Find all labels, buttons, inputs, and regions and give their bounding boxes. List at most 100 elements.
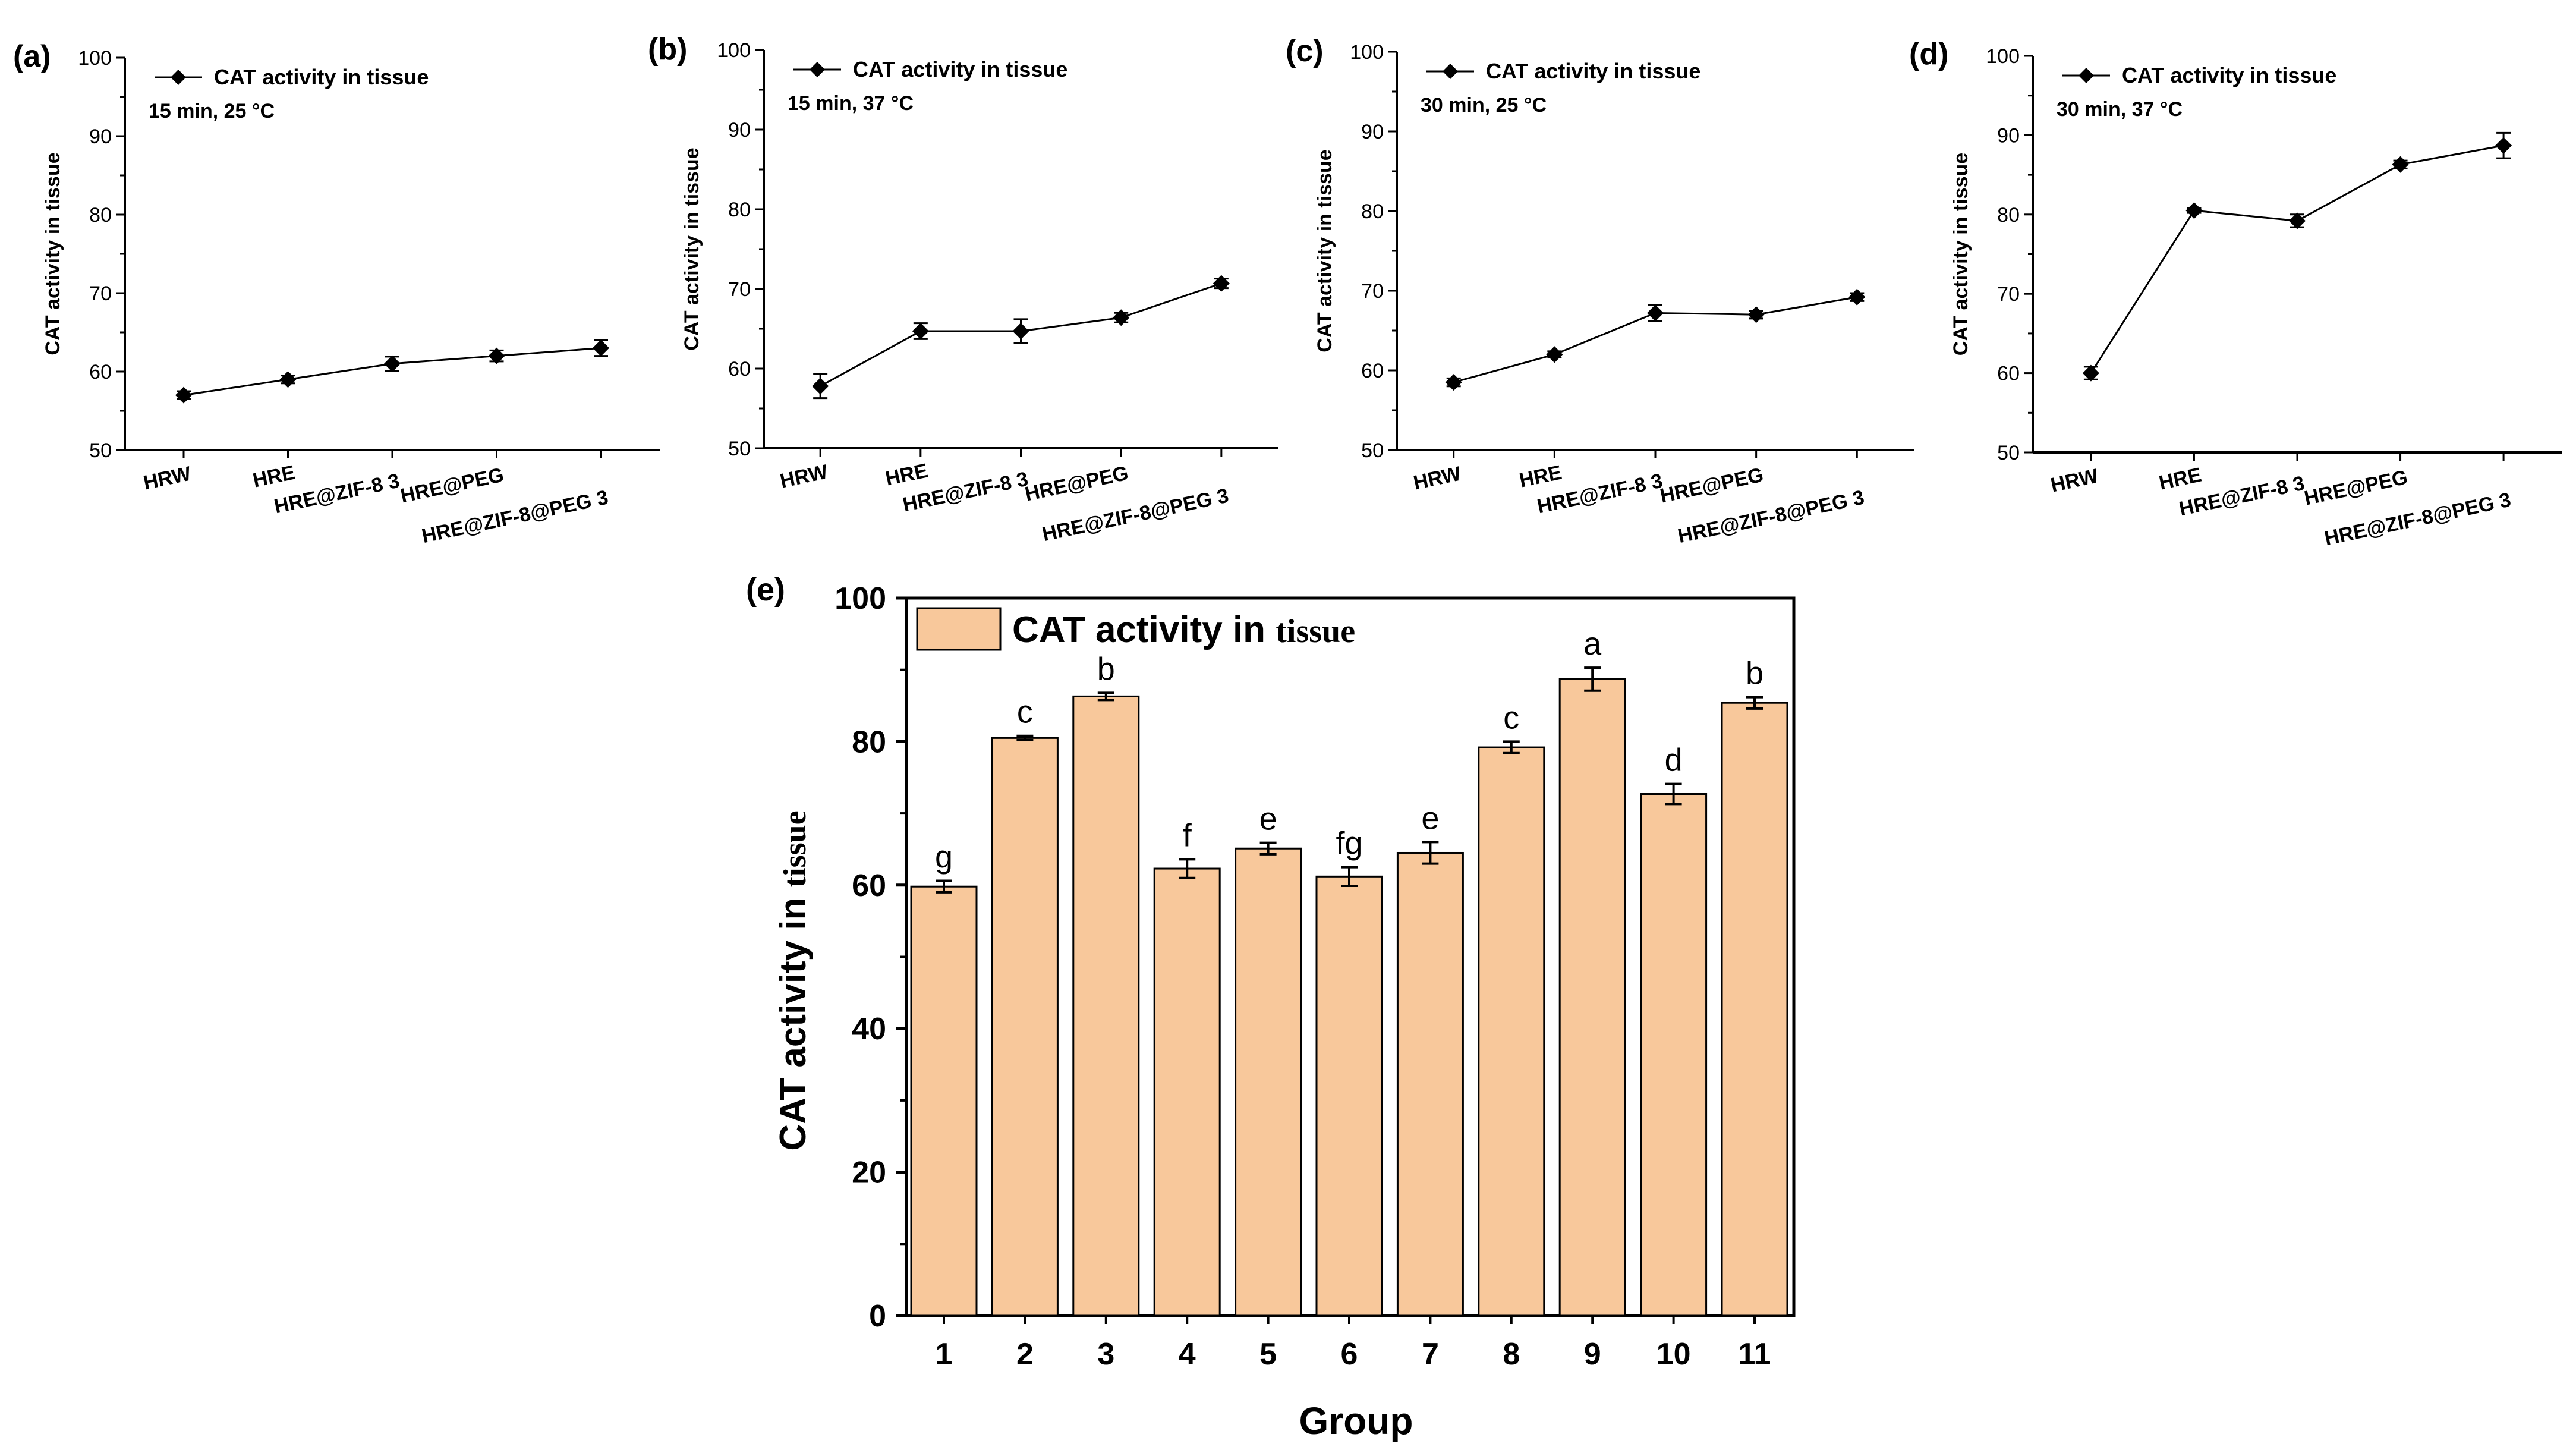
x-tick-label: HRE (251, 461, 297, 492)
y-tick-label: 50 (1997, 442, 2020, 464)
significance-label: b (1746, 656, 1763, 691)
legend-label: CAT activity in tissue (214, 65, 429, 89)
y-tick-label: 90 (1361, 121, 1384, 143)
y-tick-label: 80 (1361, 200, 1384, 223)
y-tick-label: 60 (1997, 363, 2020, 385)
x-tick-label: 9 (1584, 1337, 1601, 1372)
data-point (1445, 374, 1462, 391)
x-tick-label: HRE@PEG (1658, 464, 1766, 508)
data-point (384, 355, 401, 372)
data-point (593, 339, 609, 357)
significance-label: c (1503, 700, 1519, 735)
legend-marker (2079, 68, 2094, 83)
legend-label-main: CAT activity in (1012, 609, 1276, 650)
data-point (2495, 137, 2512, 154)
x-tick-label: 4 (1179, 1337, 1196, 1372)
y-tick-label: 50 (89, 439, 112, 462)
panel-label: (b) (648, 32, 687, 67)
y-tick-label: 70 (89, 282, 112, 305)
x-tick-label: 6 (1341, 1337, 1358, 1372)
y-tick-label: 0 (869, 1299, 886, 1334)
y-tick-label: 100 (78, 47, 112, 70)
y-tick-label: 80 (1997, 204, 2020, 227)
data-point (912, 323, 929, 340)
bar-panel: (e) 0 20 40 60 80 100 CAT activity in tissue g 1 c… (746, 572, 1796, 1442)
legend-label-tail: tissue (1276, 613, 1355, 650)
y-axis-label: CAT activity in tissue (1950, 153, 1972, 356)
x-tick-label: 1 (936, 1337, 953, 1372)
panel-label: (c) (1286, 34, 1324, 68)
y-tick-label: 90 (1997, 124, 2020, 147)
x-tick-label: HRW (1412, 462, 1464, 494)
data-point (2082, 364, 2099, 382)
data-point (279, 371, 297, 388)
y-tick-label: 70 (1997, 283, 2020, 306)
data-point (488, 347, 505, 364)
bar (910, 885, 978, 1317)
x-tick-label: HRE (2157, 464, 2203, 495)
x-tick-label: HRE (1517, 461, 1564, 492)
x-tick-label: 3 (1097, 1337, 1114, 1372)
significance-label: d (1665, 743, 1683, 778)
y-tick-label: 70 (1361, 280, 1384, 303)
x-tick-label: 10 (1657, 1337, 1691, 1372)
y-tick-label: 80 (89, 204, 112, 227)
significance-label: b (1097, 651, 1115, 687)
x-tick-label: 2 (1016, 1337, 1034, 1372)
data-point (1213, 275, 1230, 292)
bar (1153, 867, 1221, 1317)
legend-marker (1443, 64, 1458, 79)
y-axis-label: CAT activity in tissue (42, 152, 64, 355)
data-point (2392, 156, 2409, 173)
bar (991, 737, 1059, 1317)
data-point (2185, 202, 2203, 219)
x-tick-label: 11 (1739, 1337, 1771, 1372)
y-axis-label: CAT activity in tissue (1314, 149, 1336, 352)
x-tick-label: 5 (1259, 1337, 1277, 1372)
y-tick-label: 100 (834, 581, 886, 616)
legend-label: CAT activity in tissue (853, 57, 1067, 81)
legend-swatch (916, 607, 1002, 651)
x-tick-label: HRE@PEG (2302, 466, 2410, 510)
y-tick-label: 60 (852, 869, 886, 903)
data-point (1747, 306, 1765, 323)
y-tick-label: 20 (852, 1156, 886, 1190)
y-axis-label-tail: tissue (777, 810, 813, 887)
bar (1640, 793, 1708, 1317)
y-tick-label: 100 (1986, 45, 2020, 68)
legend-label: CAT activity in tissue (1486, 59, 1700, 83)
significance-label: a (1583, 626, 1602, 662)
y-tick-label: 70 (728, 278, 751, 301)
y-tick-label: 80 (852, 725, 886, 759)
x-tick-label: HRW (141, 462, 194, 494)
y-tick-label: 50 (728, 438, 751, 460)
y-tick-label: 90 (89, 125, 112, 148)
y-tick-label: 50 (1361, 439, 1384, 462)
data-point (812, 378, 829, 395)
bar (1396, 851, 1464, 1317)
legend-label: CAT activity in tissue (2122, 63, 2336, 87)
legend-label: CAT activity in tissue (1012, 609, 1355, 650)
significance-label: e (1259, 801, 1277, 837)
significance-label: fg (1336, 826, 1362, 861)
significance-label: c (1017, 694, 1033, 730)
y-tick-label: 60 (1361, 360, 1384, 382)
legend-marker (171, 70, 186, 85)
condition-annotation: 15 min, 37 °C (788, 92, 914, 115)
condition-annotation: 30 min, 37 °C (2057, 98, 2183, 121)
data-point (1647, 304, 1664, 322)
panel-label: (d) (1909, 37, 1948, 71)
y-tick-label: 90 (728, 119, 751, 141)
bar (1558, 678, 1626, 1317)
panel-label: (e) (746, 572, 785, 608)
x-axis-label: Group (1299, 1399, 1413, 1442)
legend-marker (810, 62, 825, 77)
x-tick-label: HRW (2049, 464, 2101, 496)
x-tick-label: HRE@PEG (1023, 462, 1130, 506)
significance-label: e (1421, 800, 1439, 836)
